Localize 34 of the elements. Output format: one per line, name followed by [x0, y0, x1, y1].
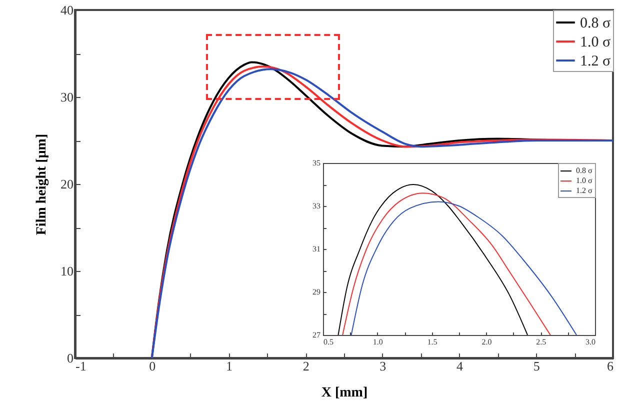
- x-tick-label: 2.5: [536, 338, 546, 346]
- y-tick-label: 30: [60, 90, 74, 104]
- x-axis-title: X [mm]: [321, 386, 368, 400]
- legend-label: 1.0 σ: [580, 34, 611, 50]
- y-tick-label: 40: [60, 2, 74, 18]
- y-tick-label: 27: [312, 330, 320, 340]
- x-tick-label: 1.5: [427, 338, 438, 346]
- legend-label: 0.8 σ: [576, 166, 593, 175]
- legend-label: 1.2 σ: [576, 186, 593, 195]
- y-axis-title: Film height [μm]: [34, 134, 50, 236]
- line-series: [350, 201, 578, 335]
- line-series: [342, 192, 551, 335]
- y-tick-label: 31: [312, 244, 320, 254]
- legend-label: 1.2 σ: [580, 54, 611, 70]
- x-tick-label: 3: [380, 358, 386, 374]
- x-tick-label: 2: [302, 358, 310, 374]
- x-tick-label: 5: [533, 358, 540, 374]
- legend-label: 1.0 σ: [576, 176, 593, 185]
- y-tick-label: 33: [312, 202, 320, 210]
- x-tick-label: -1: [76, 358, 86, 374]
- x-tick-label: 2.0: [482, 338, 492, 346]
- x-tick-label: 1: [226, 358, 232, 374]
- y-tick-label: 10: [60, 264, 74, 278]
- x-tick-label: 0.5: [324, 338, 334, 346]
- line-series: [338, 184, 528, 335]
- y-tick-label: 20: [60, 176, 74, 192]
- y-tick-label: 35: [312, 158, 320, 168]
- x-tick-label: 3.0: [586, 338, 596, 346]
- x-tick-label: 4: [456, 358, 464, 374]
- x-tick-label: 6: [607, 358, 614, 374]
- legend-label: 0.8 σ: [580, 16, 611, 32]
- x-tick-label: 1.0: [372, 338, 383, 346]
- x-tick-label: 0: [149, 358, 156, 374]
- y-tick-label: 29: [312, 288, 320, 296]
